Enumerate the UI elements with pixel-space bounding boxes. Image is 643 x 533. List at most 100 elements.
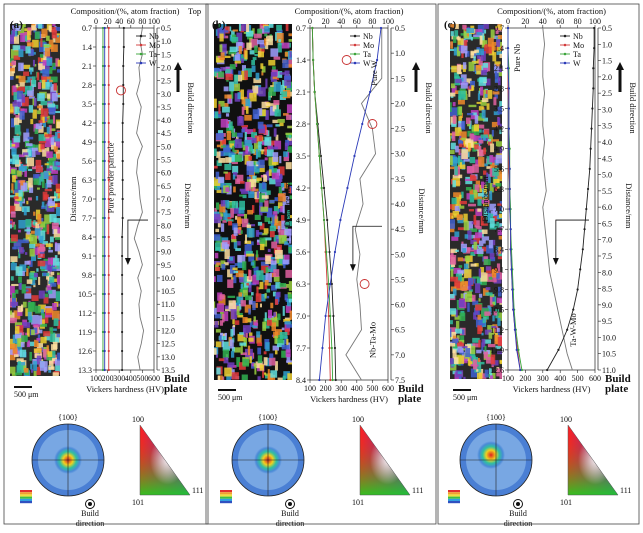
grain: [470, 263, 477, 267]
grain: [269, 177, 276, 185]
grain: [216, 303, 225, 313]
grain: [234, 74, 243, 82]
grain: [286, 360, 292, 363]
grain: [465, 348, 471, 357]
grain: [277, 254, 286, 264]
grain: [43, 293, 49, 298]
grain: [231, 372, 239, 380]
grain: [275, 282, 281, 289]
series-Ta-point: [312, 58, 315, 62]
grain: [483, 203, 489, 207]
grain: [452, 211, 460, 216]
series-Ta-point: [101, 349, 105, 353]
grain: [28, 96, 35, 99]
grain: [220, 118, 228, 128]
grain: [253, 128, 256, 133]
grain: [483, 259, 491, 266]
right-tick-label: 5.5: [161, 156, 171, 165]
grain: [240, 58, 244, 63]
grain: [219, 213, 224, 217]
grain: [472, 359, 478, 370]
grain: [236, 32, 243, 42]
panel-b-pole-figure: {100}Build direction: [220, 413, 305, 528]
grain: [450, 136, 452, 142]
grain: [266, 170, 271, 176]
series-W-point: [103, 273, 106, 277]
right-tick-label: 9.0: [161, 248, 171, 257]
grain: [257, 221, 263, 226]
grain: [44, 138, 53, 148]
right-tick-label: 4.0: [602, 138, 612, 147]
grain: [48, 176, 53, 183]
grain: [462, 62, 467, 69]
left-tick-label: 11.2: [490, 326, 504, 335]
series-Nb-point: [579, 268, 582, 271]
grain: [50, 351, 56, 359]
right-tick-label: 2.0: [395, 99, 405, 108]
grain: [215, 242, 221, 251]
grain: [11, 234, 18, 242]
legend-marker-Ta: [353, 52, 357, 56]
grain: [450, 276, 459, 282]
grain: [10, 165, 12, 174]
ipf-label-111: 111: [620, 486, 631, 495]
grain: [29, 67, 34, 72]
grain: [490, 294, 495, 302]
grain: [267, 248, 271, 253]
grain: [476, 48, 484, 56]
grain: [237, 213, 245, 217]
grain: [231, 53, 235, 57]
grain: [273, 81, 281, 92]
grain: [470, 50, 477, 56]
legend-label-Ta: Ta: [149, 50, 157, 59]
grain: [34, 31, 40, 40]
series-Nb-point: [121, 216, 124, 220]
grain: [470, 176, 477, 181]
grain: [466, 112, 474, 116]
hv-xlabel: Vickers hardness (HV): [310, 394, 388, 404]
grain: [267, 142, 273, 150]
grain: [221, 263, 226, 270]
grain: [262, 369, 265, 378]
grain: [26, 200, 29, 205]
grain: [239, 54, 247, 61]
grain: [480, 86, 484, 96]
ipf-label-100: 100: [352, 415, 364, 424]
grain: [452, 115, 457, 125]
grain: [18, 45, 26, 52]
grain: [232, 324, 236, 328]
grain: [458, 376, 462, 379]
grain: [283, 371, 290, 379]
grain: [496, 39, 501, 47]
grain: [460, 33, 466, 36]
grain: [283, 260, 286, 269]
grain: [470, 252, 476, 257]
series-Mo-point: [107, 235, 110, 239]
grain: [233, 83, 240, 92]
grain: [10, 195, 17, 198]
grain: [229, 81, 235, 92]
grain: [262, 275, 268, 283]
grain: [23, 132, 30, 142]
grain: [281, 344, 290, 350]
grain: [492, 208, 497, 217]
series-W-point: [507, 107, 510, 110]
grain: [480, 51, 486, 61]
grain: [18, 49, 24, 58]
grain: [232, 207, 241, 214]
callout-arrow: [127, 219, 148, 263]
grain: [285, 305, 292, 313]
right-tick-label: 3.5: [602, 122, 612, 131]
grain: [273, 312, 277, 317]
grain: [50, 128, 56, 132]
grain: [496, 263, 501, 274]
grain: [279, 122, 284, 127]
grain: [275, 134, 279, 141]
series-Ta-point: [318, 154, 321, 158]
grain: [284, 81, 291, 86]
grain: [23, 71, 30, 76]
grain: [46, 285, 52, 291]
grain: [491, 270, 498, 275]
grain: [450, 342, 456, 347]
grain: [270, 317, 279, 327]
